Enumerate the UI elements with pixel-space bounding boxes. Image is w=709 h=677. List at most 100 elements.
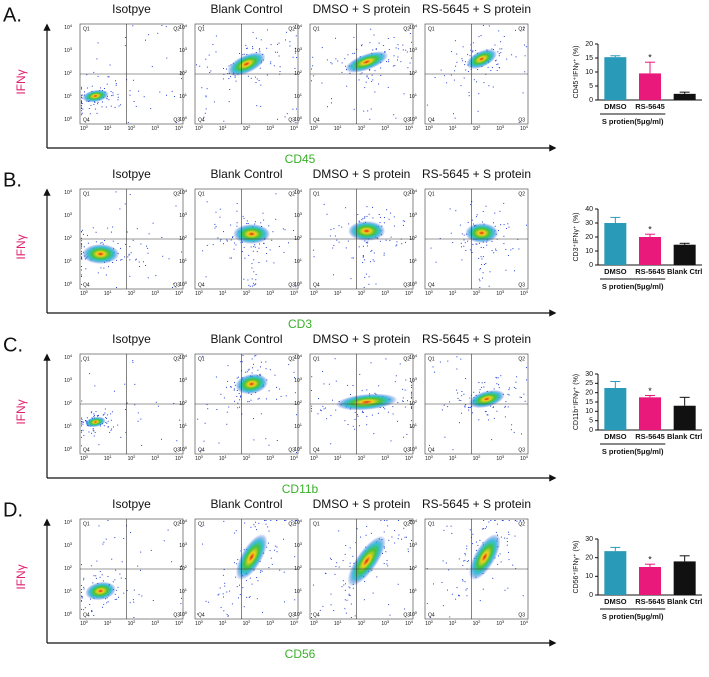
event-dot bbox=[118, 596, 119, 598]
event-dot bbox=[356, 414, 358, 416]
event-dot bbox=[375, 283, 377, 285]
event-dot bbox=[435, 261, 437, 263]
event-dot bbox=[478, 93, 480, 95]
event-dot bbox=[275, 193, 277, 195]
event-dot bbox=[89, 604, 91, 605]
quadrant-label: Q1 bbox=[198, 521, 205, 527]
event-dot bbox=[322, 405, 324, 407]
event-dot bbox=[505, 249, 507, 250]
tick-base: 10 bbox=[334, 291, 340, 297]
event-dot bbox=[218, 593, 220, 595]
quadrant-label: Q3 bbox=[403, 612, 410, 618]
event-dot bbox=[205, 58, 207, 60]
event-dot bbox=[371, 74, 373, 76]
event-dot bbox=[81, 596, 83, 598]
event-dot bbox=[347, 424, 349, 425]
event-dot bbox=[405, 241, 406, 243]
quadrant-label: Q1 bbox=[313, 521, 320, 527]
event-dot bbox=[331, 98, 332, 100]
event-dot bbox=[273, 262, 275, 264]
event-dot bbox=[311, 376, 313, 378]
tick-base: 10 bbox=[425, 456, 431, 462]
event-dot bbox=[388, 61, 390, 63]
event-dot bbox=[383, 45, 385, 46]
event-dot bbox=[485, 73, 487, 75]
event-dot bbox=[284, 229, 286, 231]
event-dot bbox=[398, 534, 400, 536]
event-dot bbox=[464, 406, 466, 408]
quadrant-label: Q4 bbox=[83, 612, 90, 618]
event-dot bbox=[407, 400, 408, 402]
event-dot bbox=[252, 250, 254, 252]
tick-exponent: 1 bbox=[415, 422, 418, 427]
event-dot bbox=[112, 581, 114, 583]
event-dot bbox=[171, 561, 173, 563]
tick-exponent: 2 bbox=[248, 619, 251, 624]
event-dot bbox=[264, 520, 266, 521]
tick-exponent: 2 bbox=[478, 289, 481, 294]
event-dot bbox=[81, 276, 82, 277]
event-dot bbox=[102, 101, 103, 103]
event-dot bbox=[138, 90, 140, 92]
event-dot bbox=[361, 411, 363, 413]
event-dot bbox=[360, 536, 361, 538]
y-tick-label: 20 bbox=[585, 390, 593, 397]
event-dot bbox=[222, 574, 224, 576]
event-dot bbox=[409, 520, 411, 521]
event-dot bbox=[268, 542, 269, 544]
y-axis-label: IFNγ bbox=[14, 399, 28, 424]
y-tick-label: 104 bbox=[64, 188, 73, 196]
event-dot bbox=[411, 384, 412, 386]
event-dot bbox=[380, 520, 382, 521]
event-dot bbox=[488, 85, 490, 87]
event-dot bbox=[214, 227, 216, 229]
event-dot bbox=[468, 95, 470, 97]
x-tick-label: 102 bbox=[128, 619, 137, 627]
x-tick-label: 102 bbox=[128, 454, 137, 462]
event-dot bbox=[495, 531, 497, 533]
event-dot bbox=[245, 580, 247, 582]
event-dot bbox=[508, 520, 510, 521]
event-dot bbox=[110, 429, 112, 431]
event-dot bbox=[129, 259, 131, 261]
tick-base: 10 bbox=[64, 543, 70, 549]
tick-base: 10 bbox=[290, 621, 296, 627]
tick-base: 10 bbox=[80, 456, 86, 462]
x-tick-label: 100 bbox=[80, 289, 89, 297]
tick-base: 10 bbox=[409, 566, 415, 572]
event-dot bbox=[87, 234, 88, 236]
event-dot bbox=[246, 48, 248, 50]
event-dot bbox=[472, 244, 474, 245]
event-dot bbox=[241, 413, 243, 415]
x-tick-label: 101 bbox=[334, 289, 343, 297]
tick-base: 10 bbox=[179, 282, 185, 288]
tick-exponent: 1 bbox=[339, 619, 342, 624]
event-dot bbox=[110, 91, 112, 93]
panel-label: D. bbox=[3, 499, 23, 521]
event-dot bbox=[265, 368, 267, 370]
tick-base: 10 bbox=[294, 71, 300, 77]
event-dot bbox=[493, 49, 494, 50]
event-dot bbox=[258, 49, 260, 51]
event-dot bbox=[266, 398, 267, 400]
tick-base: 10 bbox=[179, 190, 185, 196]
event-dot bbox=[365, 241, 367, 243]
event-dot bbox=[495, 60, 496, 62]
event-dot bbox=[375, 48, 377, 50]
event-dot bbox=[110, 413, 112, 415]
event-dot bbox=[372, 79, 374, 81]
tick-base: 10 bbox=[409, 447, 415, 453]
event-dot bbox=[394, 225, 395, 227]
x-tick-label: 103 bbox=[381, 619, 390, 627]
event-dot bbox=[81, 240, 82, 242]
density-blob bbox=[335, 393, 398, 411]
event-dot bbox=[265, 520, 267, 521]
tick-base: 10 bbox=[425, 291, 431, 297]
event-dot bbox=[81, 274, 82, 276]
event-dot bbox=[335, 58, 337, 60]
quadrant-label: Q1 bbox=[428, 26, 435, 32]
event-dot bbox=[510, 429, 512, 431]
event-dot bbox=[81, 102, 82, 104]
tick-exponent: 0 bbox=[86, 619, 89, 624]
event-dot bbox=[97, 42, 99, 44]
